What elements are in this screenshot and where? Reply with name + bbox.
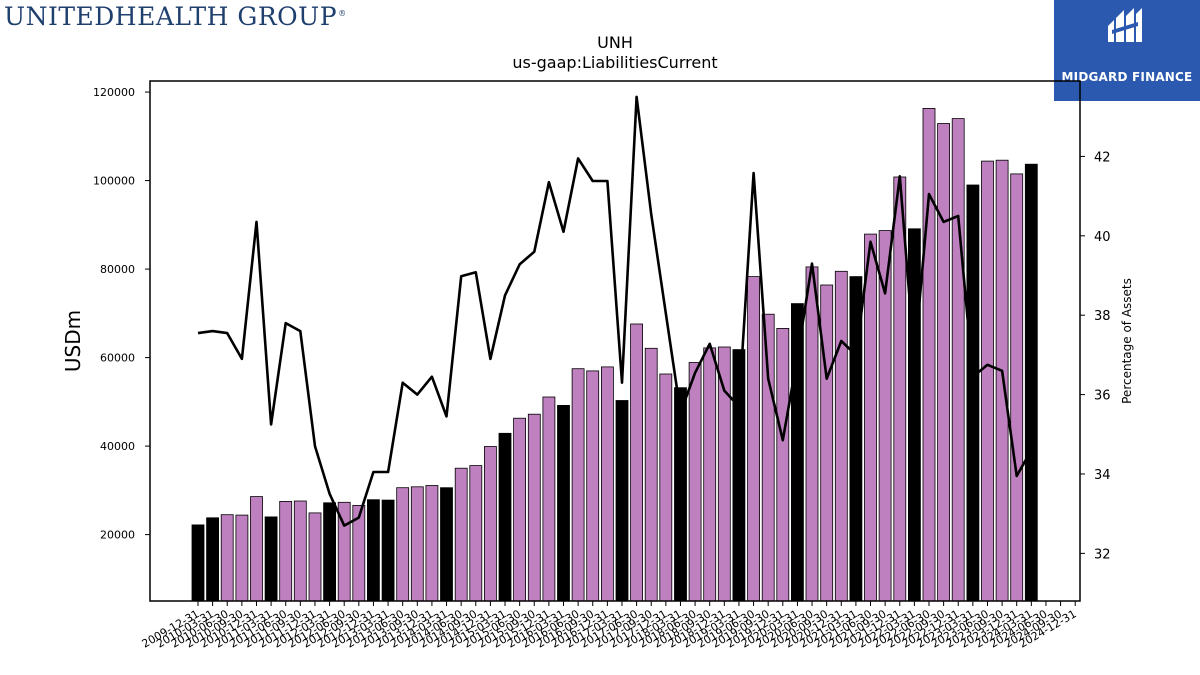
bar-2010-12-31 xyxy=(250,496,263,602)
bar-series xyxy=(191,108,1038,602)
plot-frame xyxy=(149,80,1081,602)
bar-2015-09-30 xyxy=(527,413,541,602)
bar-2014-03-31 xyxy=(440,487,453,602)
bar-2020-06-30 xyxy=(805,266,819,602)
bar-2023-09-30 xyxy=(995,159,1009,602)
bar-2018-09-30 xyxy=(703,347,717,602)
bar-2012-12-31 xyxy=(366,499,380,602)
bar-2017-03-31 xyxy=(615,400,629,602)
bar-2013-12-31 xyxy=(425,485,439,602)
bar-2010-09-30 xyxy=(235,514,249,602)
bar-2020-12-31 xyxy=(834,270,848,602)
bar-2014-09-30 xyxy=(469,465,483,602)
y2-tick-label: 40 xyxy=(1094,230,1111,245)
bar-2009-12-31 xyxy=(191,524,205,602)
bar-2021-06-30 xyxy=(864,233,877,602)
bar-2017-12-31 xyxy=(659,373,673,602)
y2-tick-label: 34 xyxy=(1094,468,1111,483)
bar-2015-12-31 xyxy=(542,396,556,602)
bar-2013-06-30 xyxy=(396,487,410,602)
bar-2013-09-30 xyxy=(410,486,424,602)
bar-2019-12-31 xyxy=(776,327,790,602)
midgard-emblem-icon xyxy=(1108,8,1142,42)
logo-wordmark: UNITEDHEALTH GROUP xyxy=(4,2,338,31)
bar-2016-06-30 xyxy=(571,368,585,602)
bar-2016-12-31 xyxy=(601,366,614,602)
bar-2014-06-30 xyxy=(454,467,468,602)
bar-2022-09-30 xyxy=(937,123,950,602)
y-tick-label: 40000 xyxy=(100,440,135,453)
bar-2019-06-30 xyxy=(747,276,760,602)
bar-2022-03-31 xyxy=(908,228,921,602)
bar-2016-03-31 xyxy=(557,404,570,602)
y2-axis-label: Percentage of Assets xyxy=(1120,278,1134,404)
y2-tick-label: 38 xyxy=(1094,309,1111,324)
y-axis-label: USDm xyxy=(61,310,85,372)
x-axis: 2009-12-312010-03-312010-06-302010-09-30… xyxy=(140,601,1079,651)
bar-2013-03-31 xyxy=(381,499,395,602)
bar-2018-12-31 xyxy=(717,346,731,602)
bar-2022-12-31 xyxy=(951,118,965,602)
bar-2019-09-30 xyxy=(761,313,775,602)
y2-tick-label: 36 xyxy=(1094,389,1111,404)
y2-tick-label: 32 xyxy=(1094,547,1111,562)
y2-tick-label: 42 xyxy=(1094,150,1111,165)
bar-2012-03-31 xyxy=(323,502,337,602)
unitedhealth-group-logo: UNITEDHEALTH GROUP® xyxy=(4,2,347,31)
bar-2011-12-31 xyxy=(308,512,322,602)
bar-2015-03-31 xyxy=(498,432,512,602)
bar-2020-03-31 xyxy=(791,303,804,602)
bar-2020-09-30 xyxy=(820,284,834,602)
bar-2015-06-30 xyxy=(513,417,526,602)
bar-2011-03-31 xyxy=(264,516,278,602)
y-tick-label: 60000 xyxy=(100,352,135,365)
bar-2024-03-31 xyxy=(1024,163,1038,602)
bar-2023-12-31 xyxy=(1010,173,1024,602)
registered-mark: ® xyxy=(338,8,347,18)
y-tick-label: 80000 xyxy=(100,263,135,276)
y-tick-label: 20000 xyxy=(100,529,135,542)
bar-2011-09-30 xyxy=(293,500,307,602)
left-y-axis: 20000 40000 60000 80000 100000 120000 xyxy=(93,86,150,542)
bar-2011-06-30 xyxy=(279,500,293,602)
bar-2017-06-30 xyxy=(630,323,643,602)
bar-2014-12-31 xyxy=(483,446,497,602)
bar-2010-03-31 xyxy=(206,517,220,602)
percentage-line xyxy=(197,95,1033,527)
y-tick-label: 100000 xyxy=(93,175,135,188)
bar-2018-06-30 xyxy=(688,362,702,602)
chart-title: UNH xyxy=(597,33,633,52)
bar-2010-06-30 xyxy=(220,514,234,602)
bar-2022-06-30 xyxy=(922,108,936,602)
bar-2023-03-31 xyxy=(966,184,980,602)
chart-subtitle: us-gaap:LiabilitiesCurrent xyxy=(512,53,717,72)
midgard-finance-logo: MIDGARD FINANCE xyxy=(1054,0,1200,101)
midgard-finance-label: MIDGARD FINANCE xyxy=(1061,70,1193,84)
bar-2018-03-31 xyxy=(674,387,687,602)
bar-2023-06-30 xyxy=(981,160,994,602)
bar-2017-09-30 xyxy=(644,347,658,602)
bar-2016-09-30 xyxy=(586,370,600,602)
right-y-axis: 32 34 36 38 40 42 xyxy=(1080,150,1111,562)
y-tick-label: 120000 xyxy=(93,86,135,99)
